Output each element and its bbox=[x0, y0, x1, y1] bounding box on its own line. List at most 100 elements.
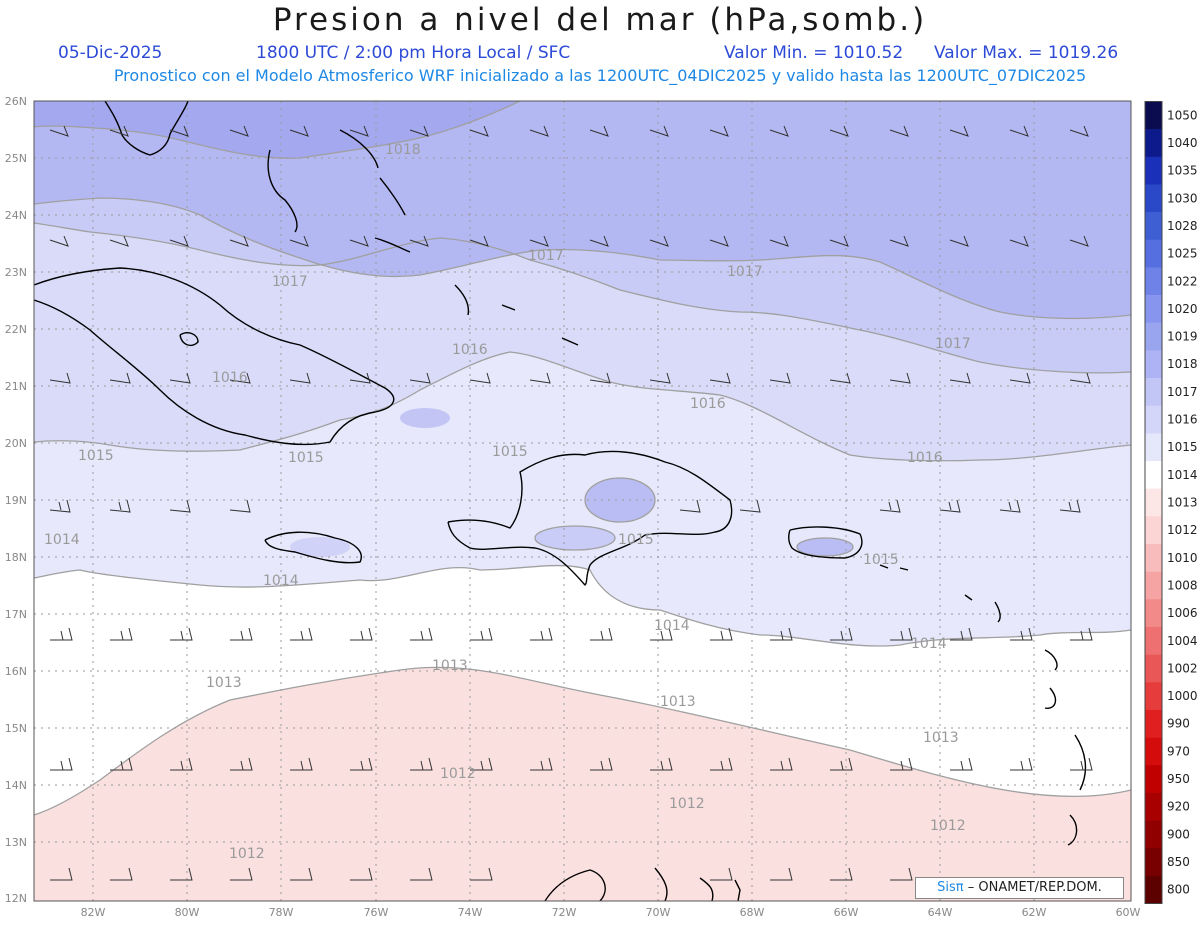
colorbar-swatch bbox=[1145, 737, 1162, 766]
colorbar-swatch bbox=[1145, 792, 1162, 821]
colorbar-label: 1022 bbox=[1167, 274, 1198, 288]
hispaniola-coast bbox=[447, 450, 733, 586]
latitude-labels: 26N 25N 24N 23N 22N 21N 20N 19N 18N 17N … bbox=[5, 95, 27, 905]
colorbar-label: 800 bbox=[1167, 883, 1190, 897]
lat-label: 26N bbox=[5, 95, 27, 108]
pressure-bands bbox=[34, 101, 1131, 901]
lat-label: 23N bbox=[5, 266, 27, 279]
lat-label: 18N bbox=[5, 551, 27, 564]
lon-label: 70W bbox=[646, 906, 671, 919]
isobar-label: 1016 bbox=[452, 342, 488, 358]
colorbar-swatch bbox=[1145, 571, 1162, 600]
isobar-label: 1016 bbox=[212, 370, 248, 386]
isobar-label: 1013 bbox=[432, 658, 468, 674]
value-max: Valor Max. = 1019.26 bbox=[934, 43, 1119, 63]
colorbar-label: 990 bbox=[1167, 717, 1190, 731]
bahamas bbox=[267, 129, 579, 346]
colorbar-swatch bbox=[1145, 184, 1162, 213]
map-frame bbox=[33, 100, 1132, 902]
colorbar-swatch bbox=[1145, 322, 1162, 351]
isobar-label: 1013 bbox=[923, 730, 959, 746]
cuba-coast bbox=[34, 267, 395, 446]
colorbar-label: 1050 bbox=[1167, 108, 1198, 122]
lon-label: 74W bbox=[458, 906, 483, 919]
jamaica-coast bbox=[264, 531, 362, 564]
colorbar-label: 1000 bbox=[1167, 689, 1198, 703]
colorbar-label: 1008 bbox=[1167, 578, 1198, 592]
colorbar-label: 1040 bbox=[1167, 136, 1198, 150]
colorbar-label: 1004 bbox=[1167, 634, 1198, 648]
lat-label: 19N bbox=[5, 494, 27, 507]
colorbar: 1050 1040 1035 1030 1028 1025 1022 1020 1019 1018… bbox=[1144, 101, 1198, 904]
colorbar-label: 1013 bbox=[1167, 496, 1198, 510]
colorbar-swatch bbox=[1145, 239, 1162, 268]
lat-label: 25N bbox=[5, 152, 27, 165]
colorbar-swatch bbox=[1145, 350, 1162, 379]
isobar-lines bbox=[34, 101, 1131, 816]
value-min: Valor Min. = 1010.52 bbox=[724, 43, 904, 63]
colorbar-frame bbox=[1144, 101, 1163, 904]
colorbar-label: 1016 bbox=[1167, 413, 1198, 427]
colorbar-label: 1025 bbox=[1167, 247, 1198, 261]
colorbar-swatch bbox=[1145, 156, 1162, 185]
isobar-label: 1015 bbox=[78, 448, 114, 464]
isobar-label: 1014 bbox=[654, 618, 690, 634]
colorbar-swatch bbox=[1145, 461, 1162, 489]
lon-label: 82W bbox=[81, 906, 106, 919]
colorbar-swatch bbox=[1145, 267, 1162, 296]
isobar-label: 1017 bbox=[727, 264, 763, 280]
colorbar-label: 1017 bbox=[1167, 385, 1198, 399]
isobar-label: 1014 bbox=[263, 573, 299, 589]
isobar-label: 1015 bbox=[288, 450, 324, 466]
isobar-label: 1017 bbox=[272, 274, 308, 290]
lat-label: 15N bbox=[5, 722, 27, 735]
coastlines bbox=[34, 101, 1087, 901]
isobar-label: 1012 bbox=[229, 846, 265, 862]
lat-label: 20N bbox=[5, 437, 27, 450]
isobar-label: 1015 bbox=[618, 532, 654, 548]
isobar-label: 1015 bbox=[863, 552, 899, 568]
lon-label: 64W bbox=[928, 906, 953, 919]
colorbar-swatch bbox=[1145, 599, 1162, 628]
colorbar-label: 1019 bbox=[1167, 330, 1198, 344]
colorbar-swatch bbox=[1145, 820, 1162, 849]
colorbar-label: 1018 bbox=[1167, 357, 1198, 371]
colorbar-label: 1006 bbox=[1167, 606, 1198, 620]
map-title: Presion a nivel del mar (hPa,somb.) bbox=[272, 2, 928, 38]
lat-label: 24N bbox=[5, 209, 27, 222]
puerto-rico-coast bbox=[787, 526, 863, 559]
pressure-map: 1018 1017 1017 1017 1017 1016 1016 1016 … bbox=[5, 95, 1140, 919]
longitude-labels: 82W 80W 78W 76W 74W 72W 70W 68W 66W 64W … bbox=[81, 906, 1140, 919]
colorbar-label: 1020 bbox=[1167, 302, 1198, 316]
band-1018 bbox=[34, 101, 520, 159]
lon-label: 72W bbox=[552, 906, 577, 919]
colorbar-label: 1030 bbox=[1167, 191, 1198, 205]
lon-label: 80W bbox=[175, 906, 200, 919]
isobar-label: 1013 bbox=[660, 694, 696, 710]
colorbar-swatch bbox=[1145, 765, 1162, 794]
colorbar-swatch bbox=[1145, 129, 1162, 158]
isobar-label: 1017 bbox=[935, 336, 971, 352]
colorbar-swatch bbox=[1145, 654, 1162, 683]
virgin-islands bbox=[879, 564, 1001, 623]
colorbar-label: 1015 bbox=[1167, 440, 1198, 454]
colorbar-label: 970 bbox=[1167, 744, 1190, 758]
colorbar-swatch bbox=[1145, 543, 1162, 572]
colorbar-swatch bbox=[1145, 433, 1162, 462]
colorbar-label: 900 bbox=[1167, 827, 1190, 841]
credit-logo: Sisπ bbox=[937, 880, 964, 895]
lat-label: 17N bbox=[5, 608, 27, 621]
isobar-label: 1017 bbox=[528, 248, 564, 264]
lon-label: 60W bbox=[1116, 906, 1140, 919]
colorbar-swatch bbox=[1145, 709, 1162, 738]
colorbar-swatch bbox=[1145, 378, 1162, 407]
credit-text: – ONAMET/REP.DOM. bbox=[967, 880, 1102, 895]
forecast-time: 1800 UTC / 2:00 pm Hora Local / SFC bbox=[256, 43, 571, 63]
isobar-label: 1014 bbox=[911, 636, 947, 652]
colorbar-label: 1035 bbox=[1167, 164, 1198, 178]
grid-lines bbox=[34, 101, 1131, 901]
colorbar-label: 950 bbox=[1167, 772, 1190, 786]
isobar-label: 1012 bbox=[440, 766, 476, 782]
lat-label: 13N bbox=[5, 836, 27, 849]
isobar-label: 1014 bbox=[44, 532, 80, 548]
